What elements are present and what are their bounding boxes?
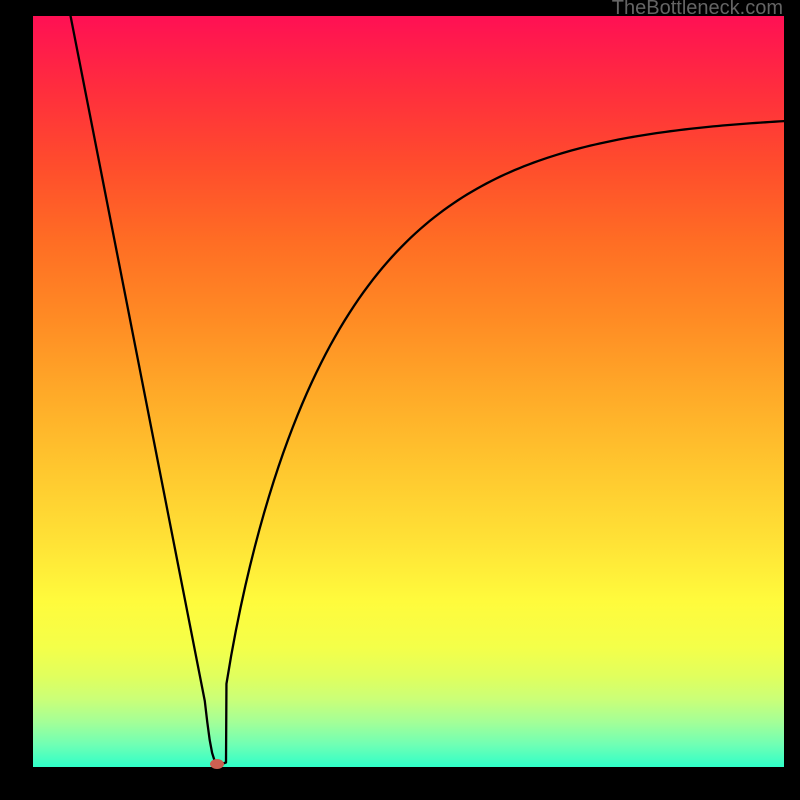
chart-svg: TheBottleneck.com bbox=[0, 0, 800, 800]
watermark-text: TheBottleneck.com bbox=[612, 0, 783, 19]
bottleneck-chart: TheBottleneck.com bbox=[0, 0, 800, 800]
